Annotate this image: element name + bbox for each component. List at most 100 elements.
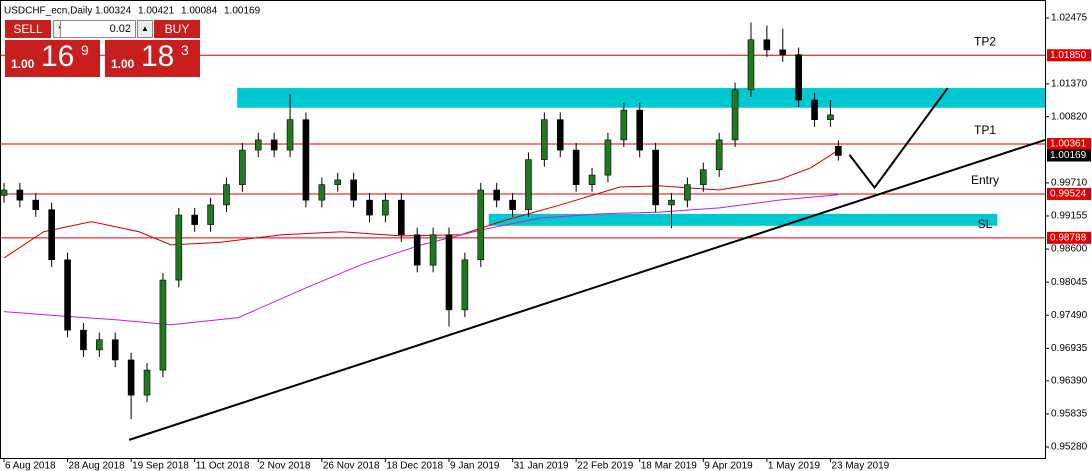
header-open: 1.00324 <box>95 6 132 17</box>
candle-body <box>461 259 469 311</box>
candle-body <box>286 119 294 151</box>
y-tick-label: 0.98045 <box>1051 277 1088 288</box>
candle-body <box>445 234 453 311</box>
candle-body <box>588 174 596 185</box>
trade-panel: SELL ▼ 0.02 ▲ BUY 1.00 16 9 1.00 18 3 <box>5 20 200 78</box>
candle-body <box>159 279 167 371</box>
candle-body <box>223 184 230 206</box>
candle-body <box>636 109 644 151</box>
candle-body <box>835 145 842 156</box>
level-label: 0.99524 <box>1050 189 1087 200</box>
y-tick-label: 0.98600 <box>1051 244 1088 255</box>
lot-input[interactable]: 0.02 <box>60 20 136 38</box>
candle-body <box>668 199 675 206</box>
level-label: 1.00361 <box>1050 139 1087 150</box>
trendline <box>128 138 1046 441</box>
candle-body <box>382 199 389 216</box>
candle-body <box>572 149 580 185</box>
candle-body <box>64 259 71 331</box>
zone <box>237 88 1045 108</box>
y-tick-label: 0.96935 <box>1051 343 1088 354</box>
projection-path <box>848 87 949 190</box>
x-tick-label: 2 Nov 2018 <box>259 461 311 471</box>
candle-body <box>111 339 119 361</box>
level-name: SL <box>978 217 993 231</box>
candle-body <box>0 189 8 196</box>
candle-body <box>795 54 802 101</box>
bid-price[interactable]: 1.00 16 9 <box>5 40 100 77</box>
candle-body <box>604 139 612 176</box>
lot-up[interactable]: ▲ <box>137 20 153 38</box>
level-box <box>1047 231 1091 244</box>
candle-body <box>270 139 278 151</box>
candle-body <box>684 184 691 201</box>
candle-body <box>127 359 135 396</box>
current-price-box <box>1047 149 1091 162</box>
y-tick-label: 1.00820 <box>1051 111 1088 122</box>
x-tick-label: 28 Aug 2018 <box>69 461 126 471</box>
level-box <box>1047 49 1091 62</box>
candle-body <box>525 159 532 210</box>
y-tick-label: 1.02475 <box>1051 13 1088 24</box>
x-tick-label: 18 Mar 2019 <box>641 461 698 471</box>
x-tick-label: 31 Jan 2019 <box>514 461 569 471</box>
candle-body <box>318 184 326 201</box>
header-high: 1.00421 <box>138 6 175 17</box>
candle-body <box>239 149 246 185</box>
candle-body <box>334 179 342 185</box>
current-price-label: 1.00169 <box>1050 150 1087 161</box>
buy-button[interactable]: BUY <box>154 20 200 38</box>
candle-body <box>48 209 55 261</box>
y-tick-label: 1.01370 <box>1051 79 1088 90</box>
moving-average <box>3 194 839 326</box>
level-box <box>1047 187 1091 200</box>
candle-body <box>143 369 151 396</box>
symbol: USDCHF_ecn,Daily <box>4 6 92 17</box>
level-name: TP2 <box>974 34 996 48</box>
level-name: TP1 <box>974 123 996 137</box>
candle-body <box>96 339 103 351</box>
candle-body <box>699 169 707 185</box>
level-label: 0.98788 <box>1050 232 1087 243</box>
candle-body <box>652 149 659 206</box>
level-name: Entry <box>971 173 999 187</box>
header-close: 1.00169 <box>224 6 261 17</box>
y-tick-label: 0.95835 <box>1051 409 1088 420</box>
x-tick-label: 11 Oct 2018 <box>196 461 250 471</box>
bid-mid: 16 <box>41 40 75 73</box>
candle-body <box>413 234 421 266</box>
y-tick-label: 0.97490 <box>1051 310 1088 321</box>
candle-body <box>477 189 485 261</box>
ask-mid: 18 <box>141 40 175 73</box>
sell-button[interactable]: SELL <box>5 20 51 38</box>
candle-body <box>509 199 516 210</box>
ask-price[interactable]: 1.00 18 3 <box>105 40 200 77</box>
candle-body <box>811 99 818 120</box>
candle-body <box>493 189 500 201</box>
bid-small: 9 <box>81 42 89 58</box>
candle-body <box>556 119 564 151</box>
x-tick-label: 6 Aug 2018 <box>5 461 56 471</box>
candle-body <box>827 114 834 120</box>
candle-body <box>763 39 771 51</box>
candle-body <box>398 199 405 236</box>
level-label: 1.01850 <box>1050 50 1087 61</box>
candle-body <box>429 234 437 266</box>
candle-body <box>175 214 183 281</box>
candle-body <box>80 329 87 351</box>
candle-body <box>32 199 40 210</box>
level-box <box>1047 138 1091 151</box>
x-tick-label: 1 May 2019 <box>768 461 821 471</box>
candle-body <box>302 119 310 201</box>
bid-big: 1.00 <box>11 57 35 71</box>
candle-body <box>254 139 262 151</box>
x-tick-label: 23 May 2019 <box>831 461 889 471</box>
candle-body <box>541 119 548 160</box>
x-tick-label: 9 Jan 2019 <box>450 461 500 471</box>
candle-body <box>779 49 787 55</box>
x-tick-label: 18 Dec 2018 <box>386 461 443 471</box>
candle-body <box>747 39 755 91</box>
candle-body <box>191 214 198 225</box>
